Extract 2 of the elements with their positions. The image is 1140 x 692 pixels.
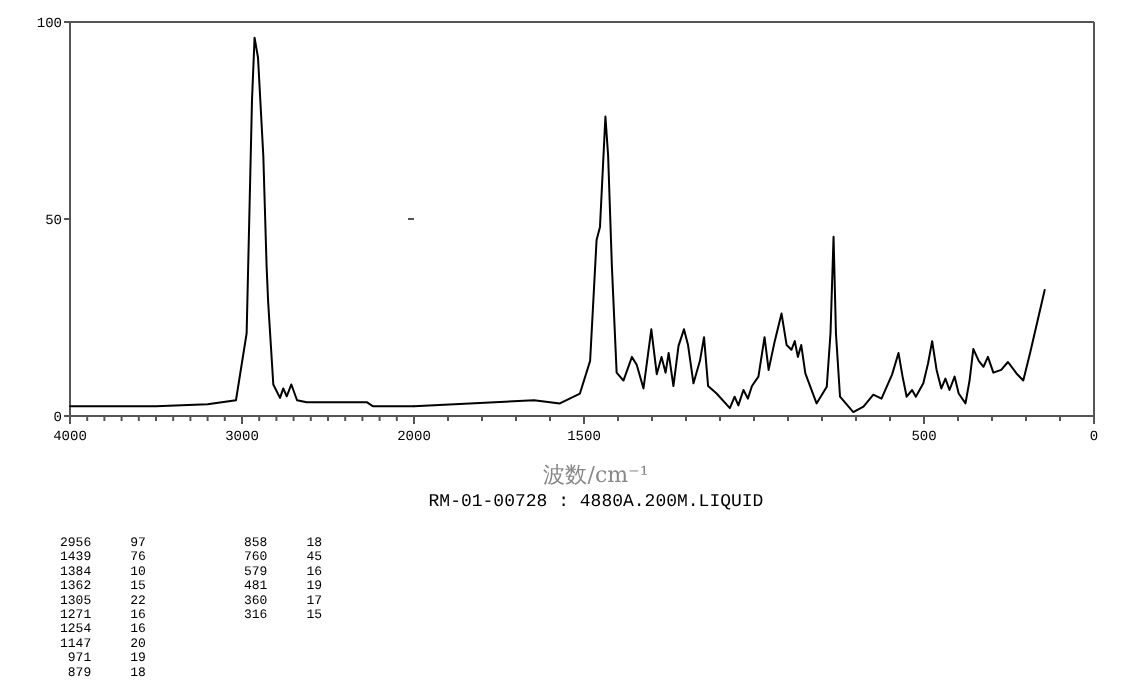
text: RM-01-00728 : 4880A.200M.LIQUID bbox=[428, 492, 764, 512]
x-axis-title: 波数/cm⁻¹ bbox=[543, 462, 649, 488]
